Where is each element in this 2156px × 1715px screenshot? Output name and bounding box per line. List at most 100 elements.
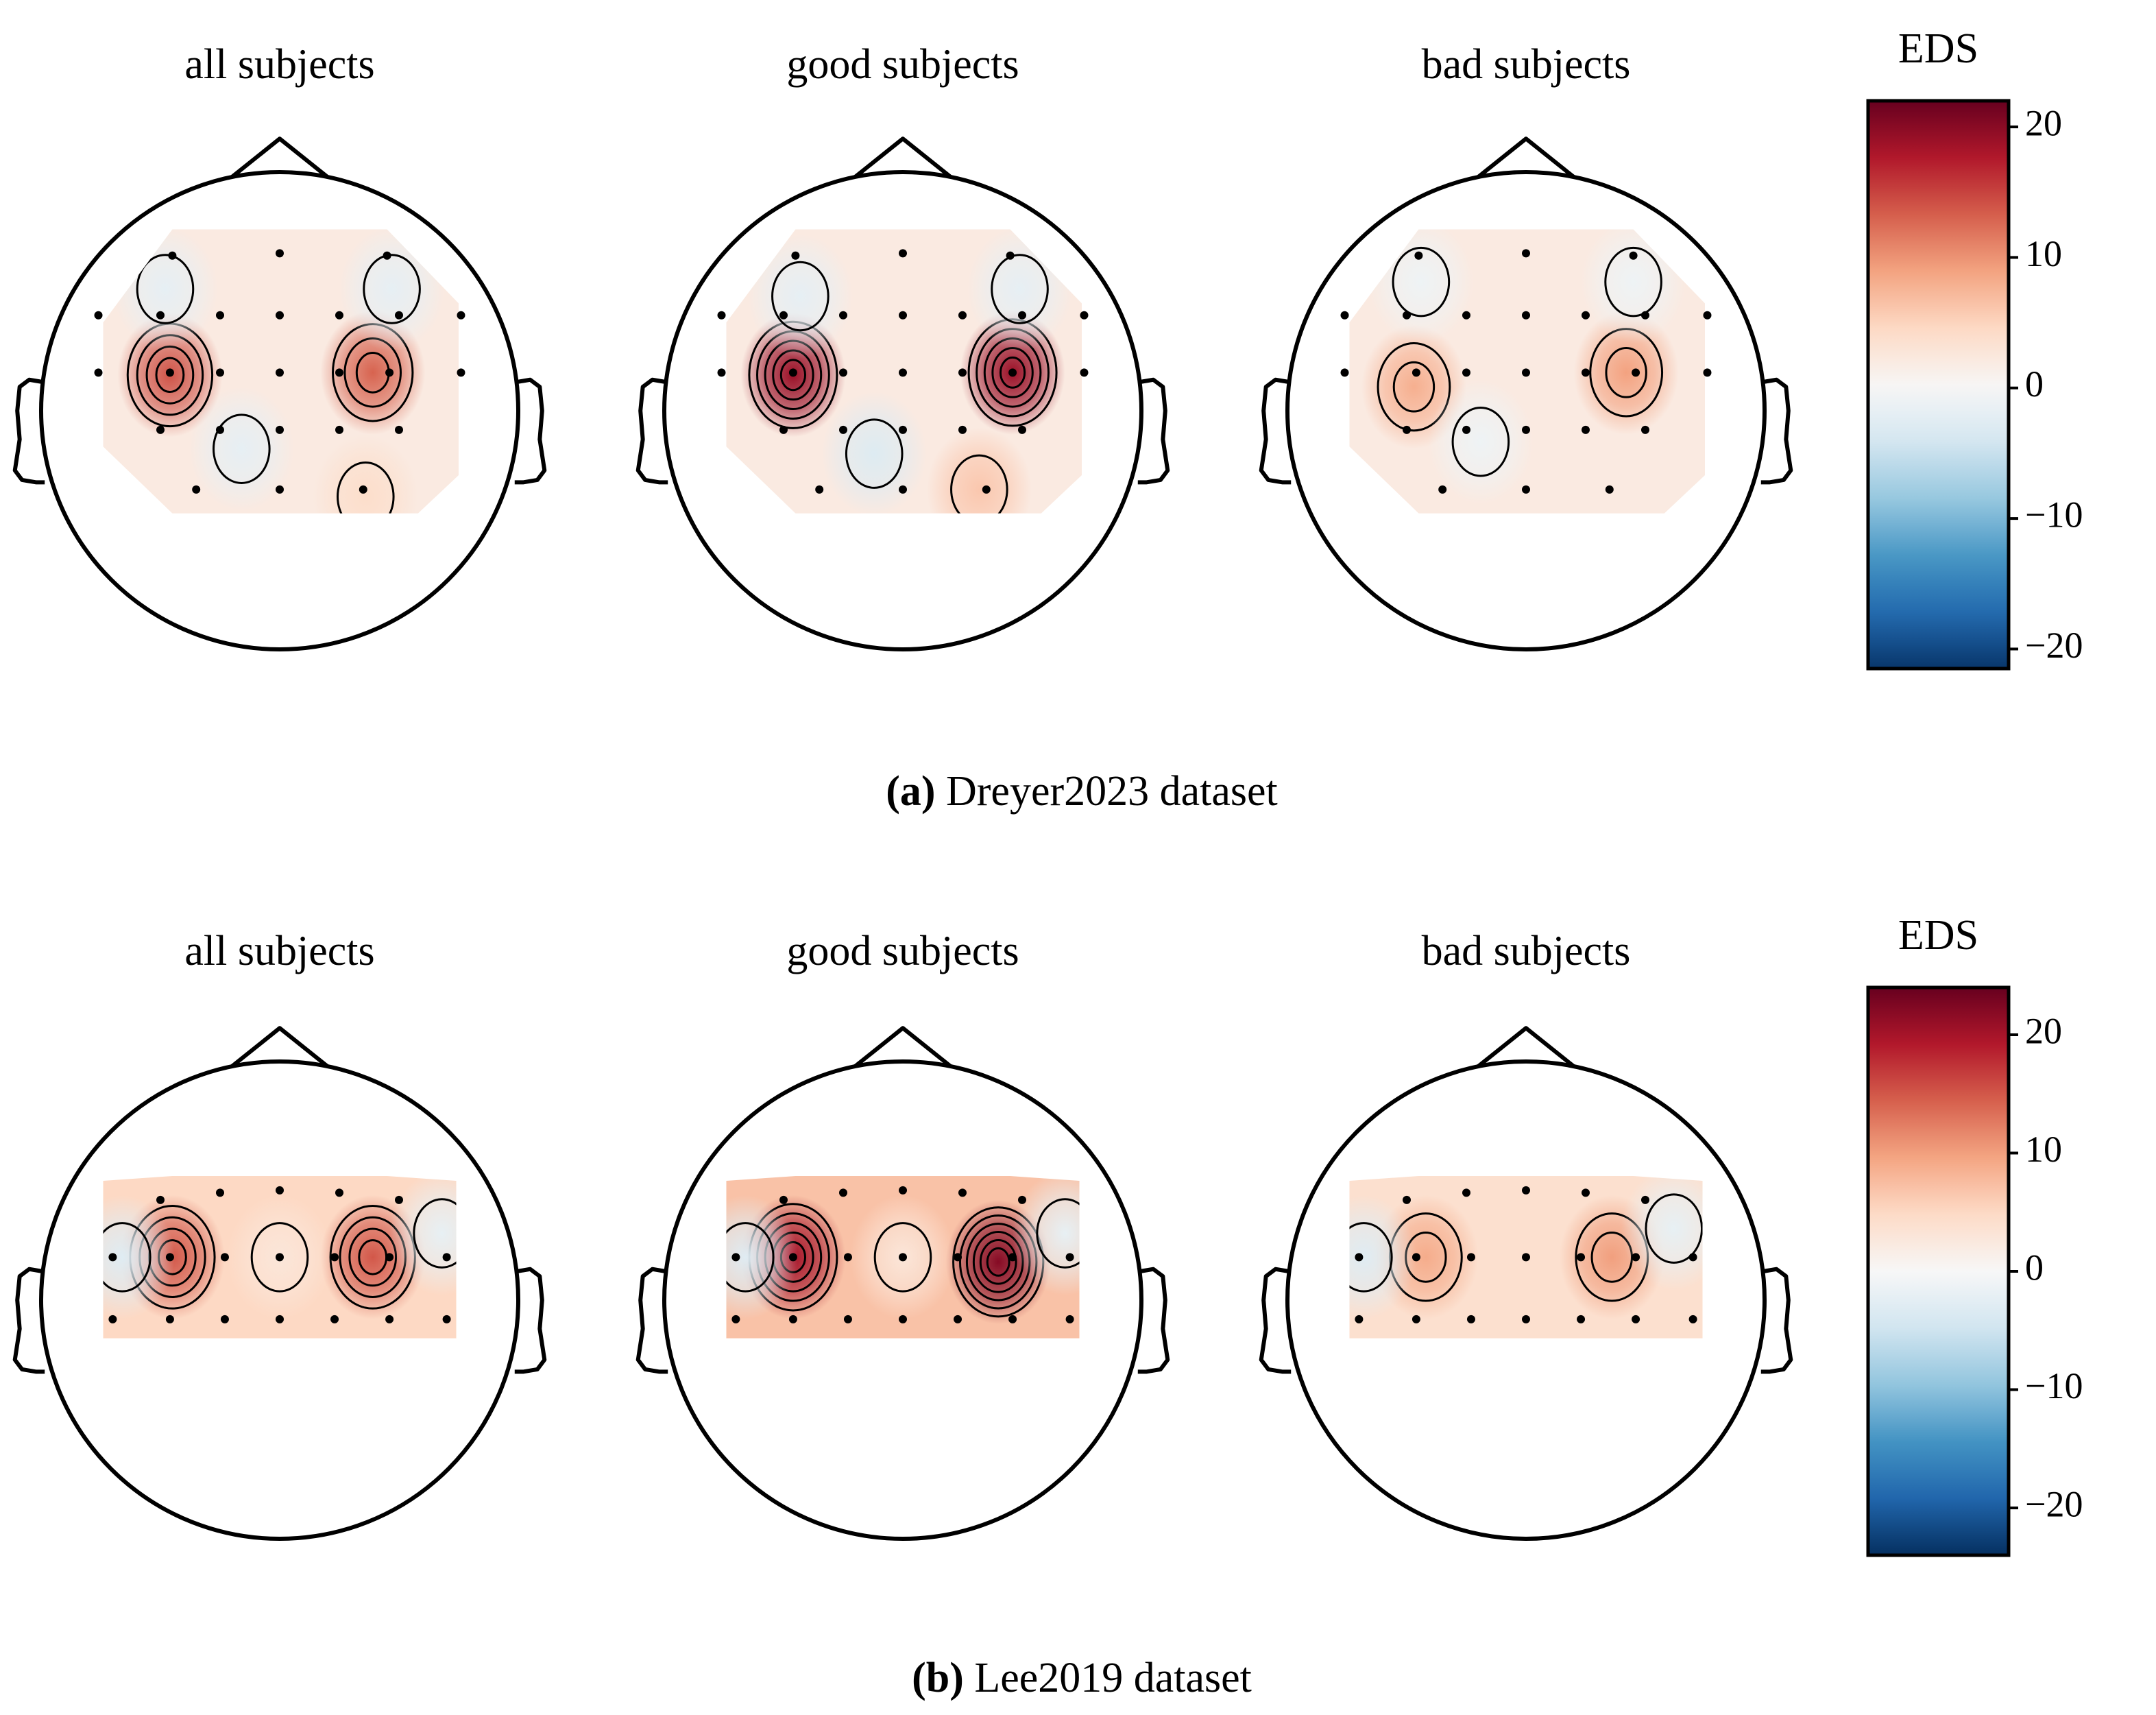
electrode	[1065, 1253, 1074, 1262]
caption: (b) Lee2019 dataset	[912, 1655, 1252, 1701]
contour	[726, 1222, 775, 1293]
colorbar-tick-label: −10	[2025, 1365, 2083, 1406]
colorbar-tick-label: 0	[2025, 1247, 2044, 1288]
nose	[1477, 1026, 1575, 1068]
electrode	[1522, 368, 1530, 377]
electrode	[1340, 368, 1349, 377]
contour	[873, 1222, 932, 1293]
electrode	[94, 368, 103, 377]
electrode	[1641, 425, 1649, 434]
contour	[999, 356, 1026, 389]
panel-title: good subjects	[786, 41, 1019, 88]
ear	[12, 1267, 45, 1374]
contour	[155, 357, 185, 394]
electrode	[457, 311, 465, 320]
panel-title: all subjects	[184, 928, 374, 974]
electrode	[359, 485, 367, 494]
electrode	[788, 1315, 797, 1323]
electrode	[779, 425, 788, 434]
electrode	[1632, 1253, 1640, 1262]
electrode	[899, 368, 907, 377]
electrode	[1632, 368, 1640, 377]
contour	[213, 413, 271, 484]
electrode	[216, 1188, 224, 1197]
electrode	[815, 485, 824, 494]
electrode	[1641, 1195, 1649, 1204]
contour	[979, 1238, 1017, 1285]
electrode	[1006, 251, 1015, 260]
map-spot	[967, 229, 1073, 351]
contour	[779, 359, 807, 392]
electrode	[1080, 311, 1089, 320]
colorbar-title: EDS	[1898, 25, 1978, 72]
electrode	[442, 1253, 451, 1262]
contour	[1604, 246, 1662, 317]
colorbar-tick-label: 20	[2025, 102, 2062, 143]
topomap	[1349, 229, 1705, 514]
nose	[853, 136, 952, 179]
topomap	[103, 1176, 457, 1339]
electrode	[1008, 1253, 1017, 1262]
electrode	[165, 368, 174, 377]
caption-text: Dreyer2023 dataset	[946, 768, 1278, 815]
colorbar-tick-label: 10	[2025, 233, 2062, 274]
electrode	[395, 1195, 403, 1204]
panel-title: all subjects	[184, 41, 374, 88]
electrode	[1412, 1315, 1420, 1323]
electrode	[839, 1188, 847, 1197]
head	[1285, 170, 1767, 651]
ear	[635, 377, 668, 485]
map-spot	[1013, 1176, 1080, 1296]
electrode	[335, 1188, 343, 1197]
caption: (a) Dreyer2023 dataset	[886, 768, 1278, 815]
contour	[771, 261, 829, 332]
electrode	[385, 368, 394, 377]
electrode	[779, 311, 788, 320]
ear	[1137, 1267, 1170, 1374]
electrode	[156, 311, 165, 320]
electrode	[1462, 311, 1470, 320]
map-spot	[747, 234, 853, 359]
electrode	[108, 1253, 117, 1262]
panel-title: good subjects	[786, 928, 1019, 974]
electrode	[1018, 425, 1026, 434]
electrode	[899, 1315, 907, 1323]
electrode	[276, 1315, 284, 1323]
colorbar	[1866, 985, 2011, 1557]
electrode	[1462, 1188, 1470, 1197]
electrode	[1438, 485, 1447, 494]
caption-label: (b)	[912, 1655, 964, 1701]
contour	[363, 254, 421, 324]
electrode	[899, 1186, 907, 1195]
electrode	[330, 1253, 339, 1262]
colorbar-tick-label: −10	[2025, 494, 2083, 535]
electrode	[1703, 368, 1712, 377]
map-spot	[1581, 229, 1686, 344]
electrode	[1632, 1315, 1640, 1323]
electrode	[335, 425, 343, 434]
electrode	[1522, 485, 1530, 494]
electrode	[1577, 1315, 1586, 1323]
electrode	[788, 368, 797, 377]
colorbar	[1866, 99, 2011, 671]
ear	[1259, 377, 1292, 485]
electrode	[899, 311, 907, 320]
electrode	[168, 251, 177, 260]
colorbar-title: EDS	[1898, 912, 1978, 959]
electrode	[383, 251, 391, 260]
map-spot	[339, 229, 445, 351]
topomap	[1349, 1176, 1703, 1339]
contour	[1349, 1222, 1393, 1293]
colorbar-tick-label: 20	[2025, 1010, 2062, 1051]
electrode	[1688, 1315, 1697, 1323]
panel-title: bad subjects	[1422, 928, 1631, 974]
map-spot	[389, 1176, 457, 1296]
electrode	[395, 311, 403, 320]
map-spot	[821, 392, 927, 514]
electrode	[216, 368, 224, 377]
map-spot	[926, 427, 1032, 514]
electrode	[958, 368, 967, 377]
electrode	[1018, 1195, 1026, 1204]
nose	[1477, 136, 1575, 179]
